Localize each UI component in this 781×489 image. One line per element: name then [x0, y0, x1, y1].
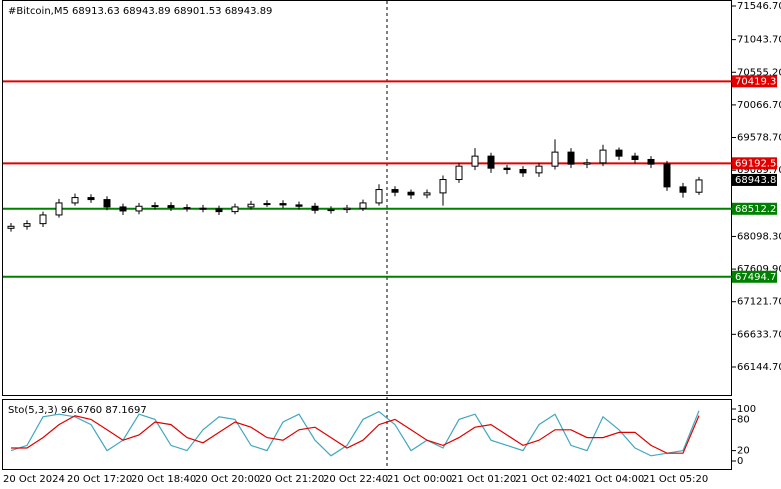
level-tag: [732, 202, 777, 215]
candle-body: [199, 207, 207, 210]
candle-body: [263, 203, 271, 206]
y-tick-label: 67609.90: [737, 264, 781, 275]
x-tick-label: 21 Oct 05:20: [643, 474, 708, 485]
level-tag: [732, 270, 777, 283]
y-tick-label: 68098.30: [737, 231, 781, 242]
candle-body: [631, 155, 639, 160]
candle-body: [487, 155, 495, 169]
candle-body: [695, 179, 703, 193]
main-panel: [2, 0, 732, 396]
candle-body: [311, 205, 319, 211]
x-tick-label: 20 Oct 18:40: [131, 474, 196, 485]
oscillator-title: Sto(5,3,3) 96.6760 87.1697: [8, 405, 147, 416]
candle-body: [87, 197, 95, 201]
candle-body: [583, 162, 591, 165]
candle-body: [455, 165, 463, 181]
candle-body: [231, 206, 239, 213]
y-tick-label: 71043.70: [737, 35, 781, 46]
level-label: 68512.23: [735, 204, 781, 215]
level-label: 70419.30: [735, 76, 781, 87]
candle-body: [7, 225, 15, 229]
y-tick-label: 20: [737, 446, 750, 457]
candle-body: [503, 167, 511, 171]
chart-title: #Bitcoin,M5 68913.63 68943.89 68901.53 6…: [8, 6, 272, 17]
candle-body: [679, 186, 687, 193]
candle-body: [551, 151, 559, 167]
candle-body: [567, 151, 575, 165]
candle-body: [519, 169, 527, 174]
candle-body: [55, 202, 63, 216]
x-tick-label: 21 Oct 00:00: [387, 474, 452, 485]
y-tick-label: 71546.70: [737, 1, 781, 12]
y-tick-label: 67121.70: [737, 297, 781, 308]
y-tick-label: 70066.70: [737, 100, 781, 111]
price-tag: [732, 173, 777, 186]
candle-body: [439, 179, 447, 194]
oscillator-line: [11, 415, 700, 454]
candle-body: [279, 203, 287, 206]
x-tick-label: 20 Oct 22:40: [323, 474, 388, 485]
candle-body: [167, 205, 175, 209]
candle-body: [407, 191, 415, 196]
candle-body: [375, 189, 383, 204]
y-tick-label: 66633.70: [737, 329, 781, 340]
x-tick-label: 20 Oct 20:00: [195, 474, 260, 485]
candle-body: [295, 204, 303, 207]
x-tick-label: 21 Oct 04:00: [579, 474, 644, 485]
y-tick-label: 80: [737, 414, 750, 425]
candle-body: [103, 199, 111, 208]
y-tick-label: 100: [737, 404, 756, 415]
candle-body: [599, 149, 607, 164]
candle-body: [183, 207, 191, 210]
candle-body: [471, 155, 479, 167]
candle-body: [423, 192, 431, 196]
y-tick-label: 69578.70: [737, 133, 781, 144]
y-tick-label: 66144.70: [737, 362, 781, 373]
candle-body: [359, 202, 367, 209]
candle-body: [535, 165, 543, 174]
oscillator-panel: [2, 399, 732, 470]
candle-body: [247, 203, 255, 208]
level-label: 69192.53: [735, 158, 781, 169]
y-tick-label: 0: [737, 456, 743, 467]
level-tag: [732, 75, 777, 88]
x-tick-label: 20 Oct 17:20: [67, 474, 132, 485]
x-tick-label: 21 Oct 02:40: [515, 474, 580, 485]
candle-body: [327, 209, 335, 212]
candle-body: [151, 205, 159, 208]
candle-body: [647, 158, 655, 165]
candle-body: [23, 223, 31, 227]
candle-body: [663, 163, 671, 188]
candle-body: [343, 207, 351, 211]
x-tick-label: 20 Oct 2024: [3, 474, 65, 485]
x-tick-label: 21 Oct 01:20: [451, 474, 516, 485]
level-label: 67494.78: [735, 272, 781, 283]
candle-body: [119, 206, 127, 212]
candle-body: [615, 149, 623, 157]
y-tick-label: 70555.20: [737, 67, 781, 78]
candle-body: [71, 197, 79, 204]
candle-body: [215, 208, 223, 213]
level-tag: [732, 157, 777, 170]
candle-body: [135, 205, 143, 212]
candle-body: [391, 189, 399, 193]
candle-body: [39, 214, 47, 225]
current-price: 68943.89: [735, 175, 781, 186]
x-tick-label: 20 Oct 21:20: [259, 474, 324, 485]
y-tick-label: 69089.70: [737, 165, 781, 176]
oscillator-line: [10, 410, 700, 457]
